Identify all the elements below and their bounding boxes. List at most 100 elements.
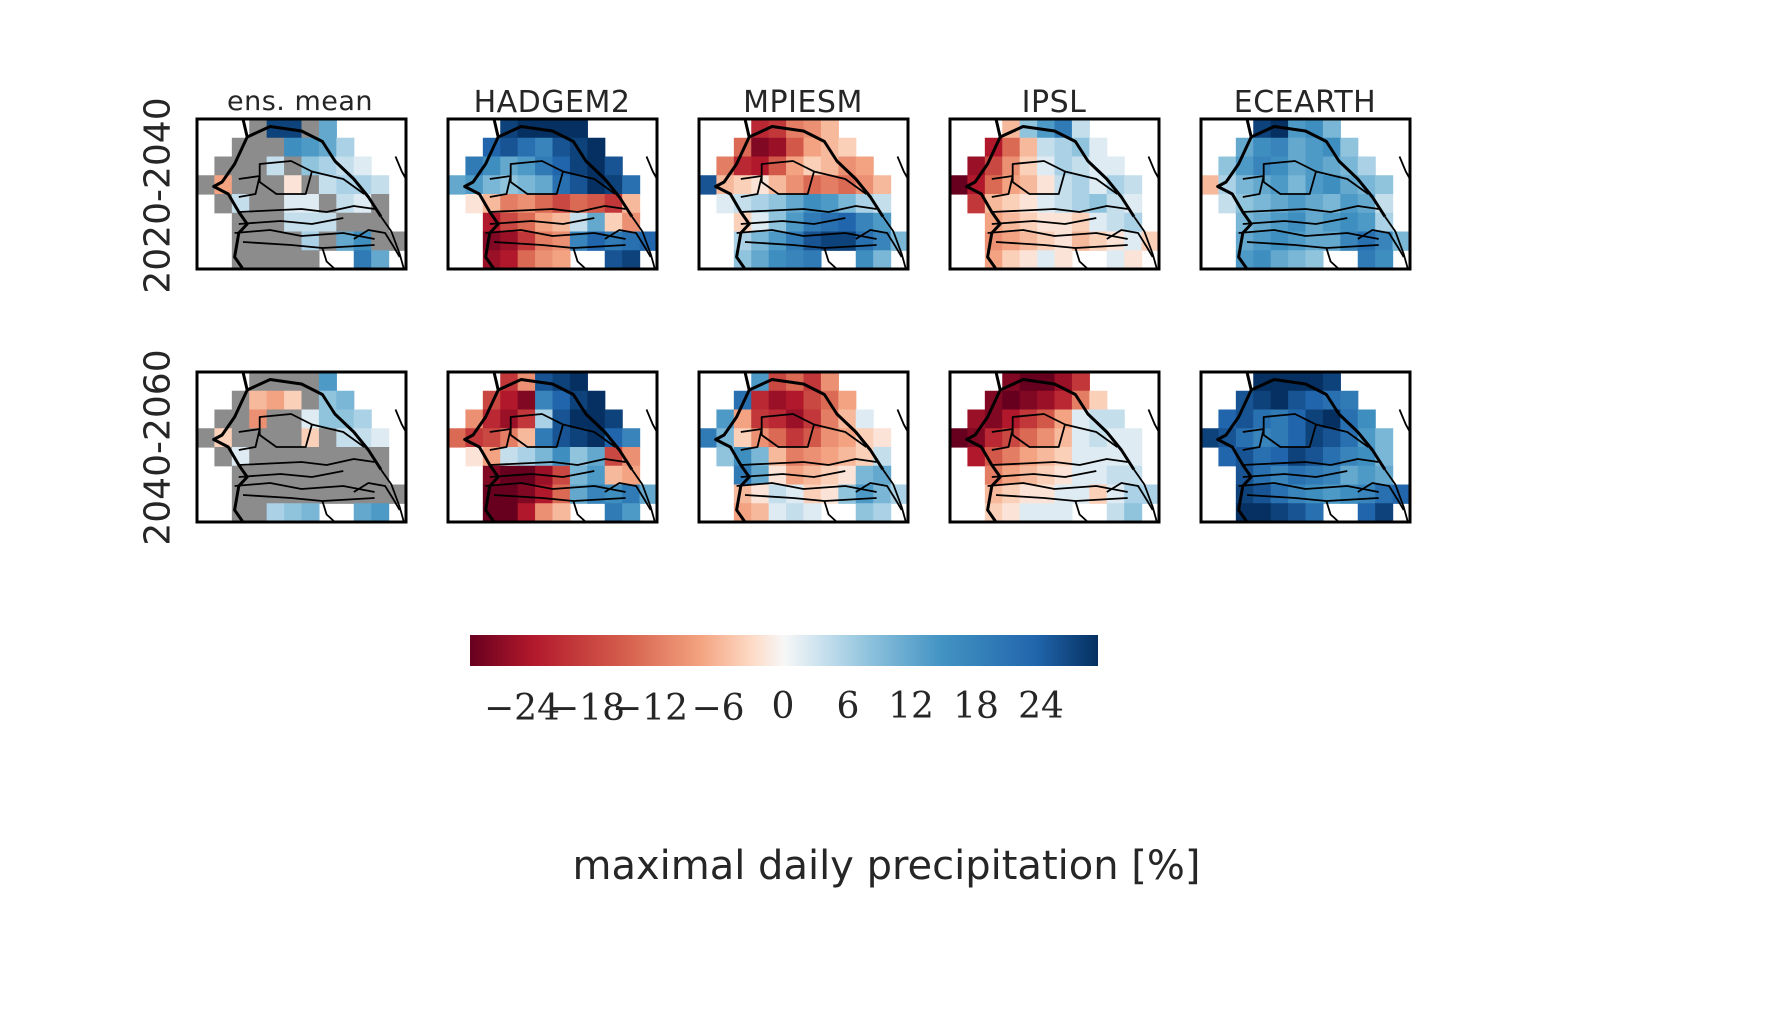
heatmap-cell <box>1201 175 1220 195</box>
heatmap-cell <box>249 156 268 176</box>
heatmap-cell <box>820 194 839 214</box>
border-line <box>489 470 595 478</box>
heatmap-cell <box>1019 194 1038 214</box>
heatmap-cell <box>1375 428 1394 448</box>
heatmap-cell <box>1357 212 1376 233</box>
heatmap-cell <box>1235 175 1254 195</box>
heatmap-cell <box>214 447 233 467</box>
heatmap-cell <box>517 156 536 176</box>
heatmap-cell <box>1270 447 1289 467</box>
border-line <box>238 217 344 225</box>
heatmap-cell <box>197 428 216 448</box>
border-line <box>1147 409 1159 433</box>
heatmap-cell <box>249 390 268 411</box>
map-panel-2-0 <box>697 117 910 271</box>
heatmap-cell <box>1002 250 1021 269</box>
heatmap-cell <box>622 484 641 504</box>
border-line <box>1262 160 1317 195</box>
heatmap-cell <box>1253 447 1272 467</box>
border-line <box>1133 468 1158 522</box>
heatmap-cell <box>569 465 588 486</box>
heatmap-cell <box>1002 156 1021 176</box>
heatmap-cell <box>482 175 501 195</box>
heatmap-cell <box>552 212 571 233</box>
heatmap-cell <box>751 137 770 158</box>
heatmap-cell <box>587 156 606 176</box>
heatmap-cell <box>371 428 390 448</box>
border-line <box>572 247 587 269</box>
map-panel-3-1 <box>948 370 1161 524</box>
heatmap-cell <box>1089 212 1108 233</box>
heatmap-cell <box>266 484 285 504</box>
heatmap-cell <box>1054 447 1073 467</box>
border-line <box>497 125 634 218</box>
border-line <box>1384 215 1409 269</box>
heatmap-cell <box>1340 137 1359 158</box>
heatmap-cell <box>751 390 770 411</box>
heatmap-cell <box>820 175 839 195</box>
heatmap-cell <box>500 484 519 504</box>
heatmap-cell <box>820 428 839 448</box>
border-line <box>748 125 885 218</box>
border-line <box>212 372 249 522</box>
heatmap-cell <box>1054 194 1073 214</box>
heatmap-cell <box>587 409 606 429</box>
heatmap-cell <box>569 409 588 429</box>
heatmap-cell <box>967 194 986 214</box>
map-panel-1-0 <box>446 117 659 271</box>
heatmap-cell <box>284 503 303 522</box>
heatmap-cell <box>500 250 519 269</box>
heatmap-cell <box>371 231 390 251</box>
heatmap-cell <box>838 194 857 214</box>
heatmap-cell <box>1019 250 1038 269</box>
heatmap-cell <box>1340 428 1359 448</box>
heatmap-cell <box>301 194 320 214</box>
heatmap-cell <box>1037 428 1056 448</box>
heatmap-cell <box>371 250 390 269</box>
border-line <box>1242 470 1348 478</box>
heatmap-cell <box>266 212 285 233</box>
heatmap-cell <box>569 372 588 392</box>
heatmap-cell <box>768 428 787 448</box>
heatmap-cell <box>1054 465 1073 486</box>
border-line <box>234 482 375 493</box>
heatmap-cell <box>751 250 770 269</box>
heatmap-cell <box>733 428 752 448</box>
heatmap-cell <box>1054 137 1073 158</box>
heatmap-cell <box>1089 156 1108 176</box>
heatmap-cell <box>1305 137 1324 158</box>
border-line <box>572 500 587 522</box>
heatmap-cell <box>1106 250 1125 269</box>
heatmap-cell <box>1253 137 1272 158</box>
heatmap-cell <box>873 250 892 269</box>
heatmap-cell <box>1054 503 1073 522</box>
heatmap-cell <box>1340 156 1359 176</box>
border-line <box>509 160 564 195</box>
heatmap-cell <box>1089 428 1108 448</box>
heatmap-cell <box>1124 484 1143 504</box>
border-line <box>258 160 313 195</box>
border-line <box>631 215 656 269</box>
heatmap-cell <box>820 156 839 176</box>
heatmap-cell <box>284 390 303 411</box>
heatmap-cell <box>1270 175 1289 195</box>
heatmap-cell <box>1071 194 1090 214</box>
border-line <box>714 119 751 269</box>
border-line <box>1011 160 1066 195</box>
heatmap-cell <box>873 503 892 522</box>
border-line <box>1262 413 1317 448</box>
heatmap-cell <box>1019 390 1038 411</box>
border-line <box>965 119 1002 269</box>
heatmap-cell <box>622 212 641 233</box>
border-line <box>991 205 1128 213</box>
heatmap-cell <box>318 156 337 176</box>
border-line <box>1106 229 1154 258</box>
heatmap-cell <box>768 465 787 486</box>
border-line <box>353 482 401 511</box>
heatmap-cell <box>1106 409 1125 429</box>
border-line <box>485 482 626 493</box>
heatmap-cell <box>1322 175 1341 195</box>
heatmap-cell <box>751 156 770 176</box>
heatmap-cell <box>371 484 390 504</box>
colorbar-tick-0: −24 <box>484 688 560 729</box>
